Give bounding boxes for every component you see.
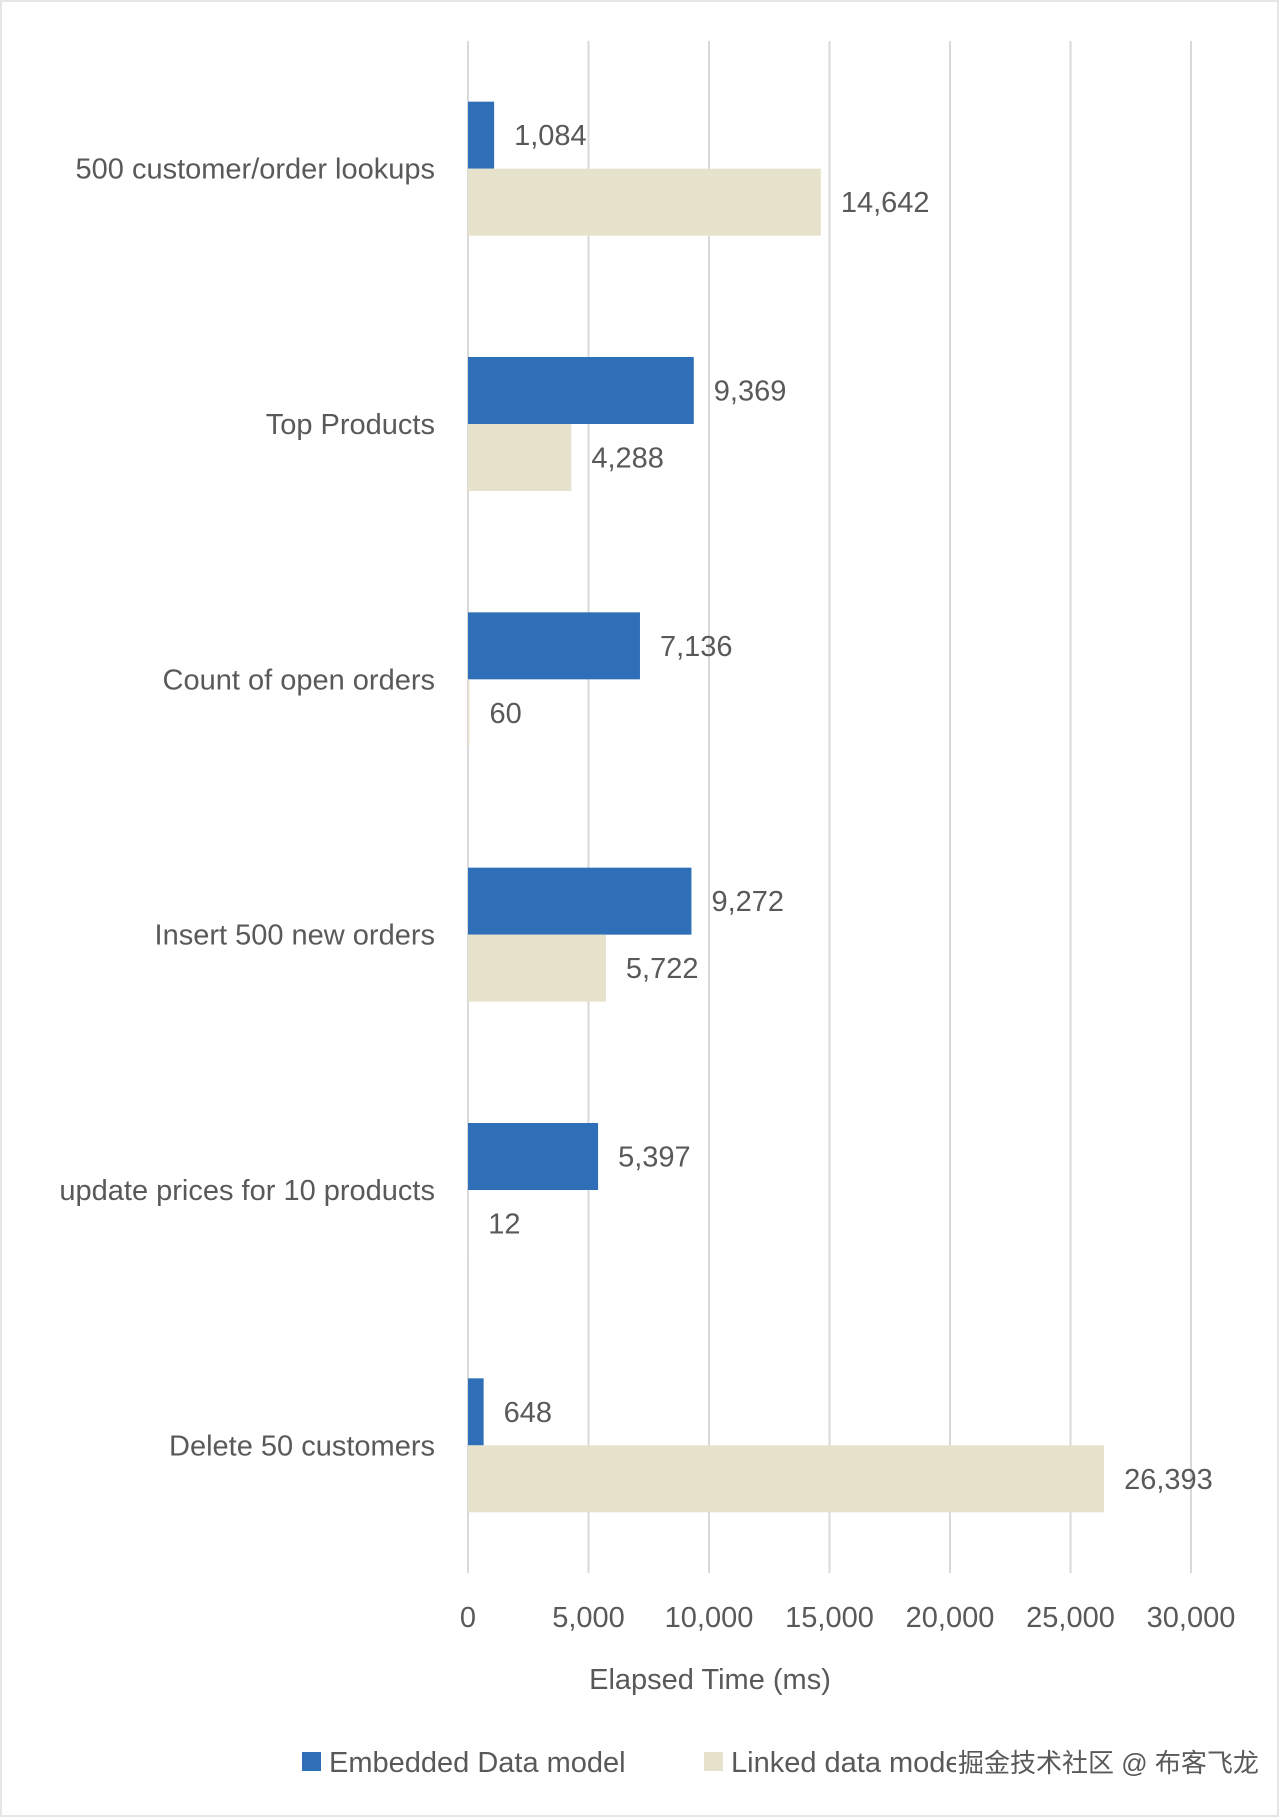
data-label: 5,397 <box>618 1142 691 1174</box>
x-tick-label: 15,000 <box>785 1602 874 1634</box>
category-label: Top Products <box>266 409 435 441</box>
bar-linked <box>468 168 821 236</box>
data-label: 1,084 <box>514 120 587 152</box>
x-axis-title: Elapsed Time (ms) <box>589 1664 831 1696</box>
legend-label-embedded: Embedded Data model <box>329 1747 626 1779</box>
bar-embedded <box>468 101 495 169</box>
data-label: 648 <box>504 1397 552 1429</box>
category-label: Delete 50 customers <box>169 1430 435 1462</box>
category-label: Insert 500 new orders <box>155 920 435 952</box>
x-tick-label: 20,000 <box>906 1602 995 1634</box>
data-label: 12 <box>488 1209 520 1241</box>
bar-embedded <box>468 1378 484 1446</box>
legend: Embedded Data model Linked data model <box>302 1747 968 1779</box>
bar-embedded <box>468 867 692 935</box>
data-label: 7,136 <box>660 631 733 663</box>
x-tick-label: 10,000 <box>665 1602 754 1634</box>
legend-label-linked: Linked data model <box>731 1747 968 1779</box>
data-label: 14,642 <box>841 187 930 219</box>
legend-swatch-linked <box>704 1752 723 1771</box>
bar-embedded <box>468 357 694 424</box>
bar-linked <box>468 679 470 747</box>
data-label: 9,369 <box>714 376 787 408</box>
data-label: 5,722 <box>626 953 699 985</box>
data-label: 9,272 <box>711 886 784 918</box>
category-label: update prices for 10 products <box>59 1175 435 1207</box>
data-label: 60 <box>489 698 521 730</box>
x-tick-label: 25,000 <box>1026 1602 1115 1634</box>
x-tick-label: 30,000 <box>1147 1602 1236 1634</box>
bar-embedded <box>468 612 640 680</box>
bar-embedded <box>468 1123 599 1190</box>
bar-linked <box>468 934 606 1002</box>
category-label: Count of open orders <box>163 664 435 696</box>
data-label: 4,288 <box>591 443 664 475</box>
x-tick-label: 0 <box>460 1602 476 1634</box>
x-tick-label: 5,000 <box>552 1602 625 1634</box>
legend-swatch-embedded <box>302 1752 321 1771</box>
category-label: 500 customer/order lookups <box>76 154 435 186</box>
watermark: 掘金技术社区 @ 布客飞龙 <box>958 1748 1259 1778</box>
data-label: 26,393 <box>1124 1464 1213 1496</box>
bar-linked <box>468 424 572 491</box>
bar-linked <box>468 1445 1105 1513</box>
